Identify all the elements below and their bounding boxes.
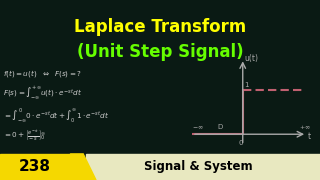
Text: $-\infty$: $-\infty$ bbox=[192, 124, 204, 130]
Text: u(t): u(t) bbox=[244, 54, 259, 63]
Text: 0: 0 bbox=[238, 140, 243, 146]
Text: $F(s) = \int_{-\infty}^{+\infty} u(t)\cdot e^{-st}dt$: $F(s) = \int_{-\infty}^{+\infty} u(t)\cd… bbox=[3, 85, 82, 101]
Text: Signal & System: Signal & System bbox=[144, 159, 253, 173]
Text: 1: 1 bbox=[244, 82, 249, 88]
Bar bbox=[0, 154, 70, 180]
Bar bbox=[86, 154, 320, 180]
Text: $= \int_{-\infty}^{0} 0\cdot e^{-st}dt + \int_{0}^{\infty} 1\cdot e^{-st}dt$: $= \int_{-\infty}^{0} 0\cdot e^{-st}dt +… bbox=[3, 106, 109, 125]
Text: t: t bbox=[308, 132, 311, 141]
Text: $+\infty$: $+\infty$ bbox=[299, 123, 310, 131]
Text: 238: 238 bbox=[19, 159, 51, 174]
Polygon shape bbox=[70, 154, 96, 180]
Text: $f(t) = u(t)$  $\Leftrightarrow$  $F(s) = ?$: $f(t) = u(t)$ $\Leftrightarrow$ $F(s) = … bbox=[3, 68, 82, 79]
Text: D: D bbox=[217, 124, 223, 130]
Text: $= 0 + \left[\frac{e^{-st}}{-s}\right]_{0}^{\infty}$: $= 0 + \left[\frac{e^{-st}}{-s}\right]_{… bbox=[3, 128, 47, 142]
Text: Laplace Transform: Laplace Transform bbox=[74, 18, 246, 36]
Text: (Unit Step Signal): (Unit Step Signal) bbox=[77, 43, 243, 61]
